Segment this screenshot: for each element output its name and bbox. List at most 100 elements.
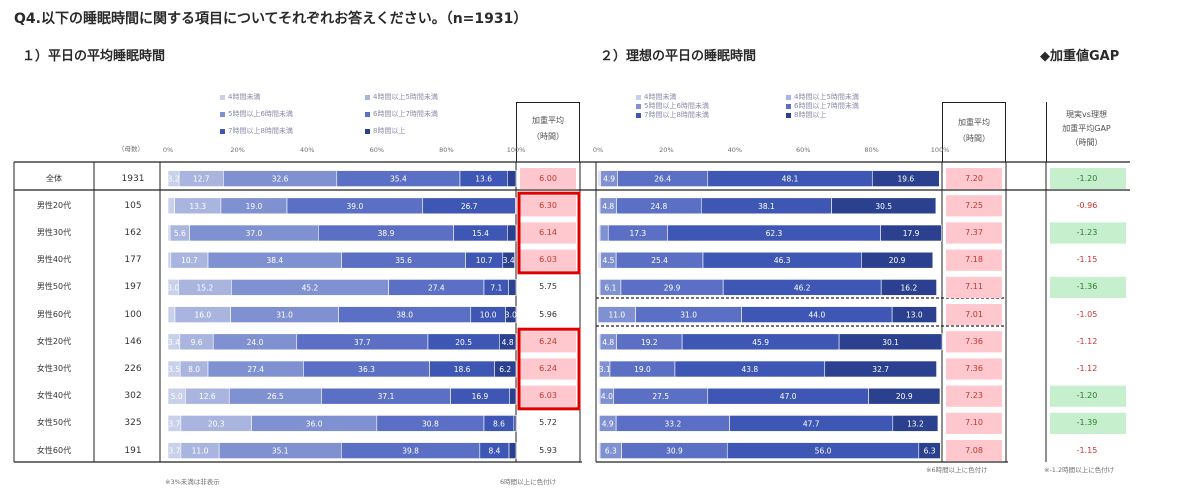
- x-tick-label: 40%: [728, 146, 742, 154]
- bar-data-label: 30.9: [666, 447, 683, 456]
- bar-segment: [508, 279, 517, 296]
- x-tick-label: 0%: [593, 146, 603, 154]
- bar-segment: [918, 442, 941, 459]
- wa-header-1-line2: （時間）: [532, 132, 564, 141]
- x-tick-label: 0%: [163, 146, 173, 154]
- bar-segment: [498, 333, 517, 351]
- bar-segment: [505, 306, 517, 323]
- section-3-title: ◆加重値GAP: [1040, 49, 1120, 64]
- ideal-weighted-avg-value: 7.25: [965, 200, 983, 210]
- weighted-avg-highlight: [520, 331, 576, 353]
- gap-header-line3: （時間）: [1070, 138, 1103, 147]
- bar-data-label: 4.8: [602, 202, 614, 211]
- ideal-weighted-avg-value: 7.01: [965, 309, 983, 319]
- row-category-label: 女性30代: [36, 364, 72, 373]
- bar-data-label: 19.0: [634, 365, 651, 374]
- gap-highlight: [1050, 412, 1126, 434]
- bar-segment: [494, 360, 517, 378]
- row-category-label: 女性50代: [36, 418, 72, 428]
- bar-data-label: 38.0: [396, 311, 413, 320]
- bar-data-label: 8.4: [488, 447, 500, 456]
- wa-header-2-line2: （時間）: [958, 134, 990, 143]
- row-category-label: 男性20代: [36, 200, 72, 210]
- legend-item: 6時間以上7時間未満: [786, 101, 859, 111]
- wa-header-2-line1: 加重平均: [958, 118, 990, 127]
- legend-swatch: [220, 128, 225, 134]
- bar-data-label: 11.0: [192, 447, 209, 456]
- bar-data-label: 37.7: [354, 338, 371, 347]
- bar-data-label: 3.4: [168, 338, 180, 347]
- bar-data-label: 27.4: [428, 283, 445, 292]
- bar-data-label: 8.0: [188, 365, 200, 374]
- gap-value: -1.15: [1076, 445, 1098, 455]
- bar-data-label: 31.0: [276, 311, 293, 320]
- bar-data-label: 11.0: [608, 311, 625, 320]
- gap-value: -1.05: [1076, 309, 1098, 319]
- gap-value: -1.20: [1076, 391, 1098, 401]
- weighted-avg-highlight: [520, 385, 576, 407]
- weighted-avg-highlight: [520, 222, 576, 244]
- weighted-avg-highlight: [946, 222, 1002, 244]
- red-highlight-box: [517, 191, 581, 275]
- weighted-avg-highlight: [520, 358, 576, 380]
- legend-swatch: [636, 103, 641, 109]
- weighted-avg-highlight: [946, 440, 1002, 462]
- bar-data-label: 16.0: [194, 311, 211, 320]
- ideal-weighted-avg-value: 7.23: [965, 391, 983, 401]
- bar-data-label: 30.8: [422, 419, 439, 428]
- bar-data-label: 48.1: [782, 175, 799, 184]
- bar-data-label: 3.0: [505, 311, 517, 320]
- bar-data-label: 32.6: [272, 175, 289, 184]
- legend-item: 4時間以上5時間未満: [786, 92, 859, 102]
- bar-data-label: 6.3: [605, 447, 617, 456]
- bar-data-label: 6.2: [499, 365, 511, 374]
- gap-value: -1.23: [1076, 228, 1098, 237]
- row-category-label: 女性60代: [36, 445, 72, 455]
- legend-swatch: [636, 94, 641, 100]
- legend-swatch: [786, 103, 791, 109]
- bar-segment: [824, 360, 937, 378]
- bar-data-label: 44.0: [809, 311, 826, 320]
- bar-data-label: 3.0: [167, 283, 179, 292]
- x-tick-label: 100%: [931, 146, 950, 154]
- gap-highlight: [1050, 385, 1126, 407]
- legend-label: 5時間以上6時間未満: [228, 110, 293, 118]
- bar-data-label: 19.2: [641, 338, 658, 347]
- bar-data-label: 3.7: [168, 447, 180, 456]
- legend-item: 8時間以上: [786, 110, 826, 120]
- bar-data-label: 18.6: [454, 365, 471, 374]
- ideal-weighted-avg-value: 7.36: [965, 336, 983, 346]
- bar-data-label: 15.4: [472, 229, 489, 238]
- bar-segment: [167, 197, 175, 215]
- bar-data-label: 19.0: [246, 202, 263, 211]
- legend-swatch: [636, 112, 641, 118]
- legend-swatch: [220, 94, 225, 100]
- red-highlight-box: [517, 327, 581, 411]
- legend-swatch: [786, 112, 791, 118]
- bar-data-label: 35.6: [395, 256, 412, 265]
- bar-data-label: 3.2: [168, 175, 180, 184]
- legend-item: 7時間以上8時間未満: [220, 126, 293, 136]
- ideal-weighted-avg-value: 7.18: [965, 255, 983, 265]
- weighted-avg-value: 6.00: [539, 173, 557, 183]
- bar-segment: [871, 170, 940, 187]
- row-n-value: 146: [124, 336, 142, 347]
- bar-segment: [892, 415, 939, 432]
- gap-value: -1.15: [1076, 255, 1098, 265]
- row-n-value: 226: [124, 364, 142, 374]
- legend-swatch: [365, 128, 370, 134]
- bar-segment: [506, 170, 517, 187]
- bar-data-label: 4.0: [601, 392, 613, 401]
- weighted-avg-highlight: [946, 168, 1002, 190]
- row-category-label: 男性30代: [36, 228, 72, 237]
- bar-segment: [891, 306, 937, 323]
- bar-segment: [167, 224, 171, 242]
- row-n-value: 302: [124, 391, 142, 402]
- footnote-left: ※3%未満は非表示: [165, 478, 220, 486]
- bar-data-label: 37.1: [378, 392, 395, 401]
- ideal-weighted-avg-value: 7.08: [965, 445, 983, 455]
- bar-data-label: 47.7: [803, 419, 820, 428]
- bar-data-label: 43.8: [741, 365, 758, 374]
- x-tick-label: 60%: [796, 146, 810, 154]
- bar-segment: [880, 279, 937, 296]
